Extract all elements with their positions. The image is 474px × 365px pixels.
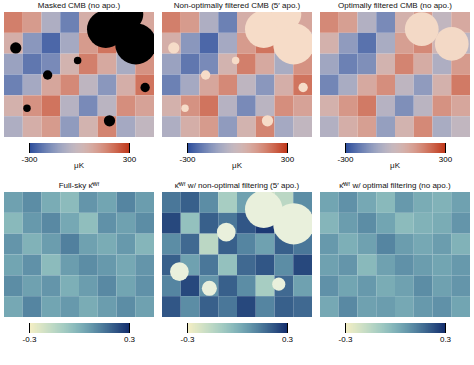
- svg-text:-0.3: -0.3: [23, 335, 37, 344]
- svg-text:-300: -300: [337, 155, 354, 164]
- svg-text:-0.3: -0.3: [339, 335, 353, 344]
- svg-text:0.3: 0.3: [440, 335, 452, 344]
- html-text:μK: μK: [232, 161, 242, 170]
- html-text:Optimally filtered CMB (no apo: Optimally filtered CMB (no apo.): [338, 1, 452, 10]
- svg-text:0.3: 0.3: [282, 335, 294, 344]
- html-text:μK: μK: [390, 161, 400, 170]
- svg-text:300: 300: [123, 155, 137, 164]
- svg-text:300: 300: [281, 155, 295, 164]
- html-text:Non-optimally filtered CMB (5′: Non-optimally filtered CMB (5′ apo.): [173, 1, 301, 10]
- html-text:κ̂ᵂᶠ w/ optimal filtering (no: κ̂ᵂᶠ w/ optimal filtering (no apo.): [339, 181, 451, 190]
- svg-text:-0.3: -0.3: [181, 335, 195, 344]
- svg-text:300: 300: [439, 155, 453, 164]
- html-text:μK: μK: [74, 161, 84, 170]
- svg-text:-300: -300: [21, 155, 38, 164]
- html-text:κ̂ᵂᶠ w/ non-optimal filtering: κ̂ᵂᶠ w/ non-optimal filtering (5′ apo.): [174, 181, 300, 190]
- svg-text:-300: -300: [179, 155, 196, 164]
- svg-text:0.3: 0.3: [124, 335, 136, 344]
- html-text:Full-sky κ̂ᵂᶠ: Full-sky κ̂ᵂᶠ: [58, 181, 100, 190]
- html-text:Masked CMB (no apo.): Masked CMB (no apo.): [37, 1, 121, 10]
